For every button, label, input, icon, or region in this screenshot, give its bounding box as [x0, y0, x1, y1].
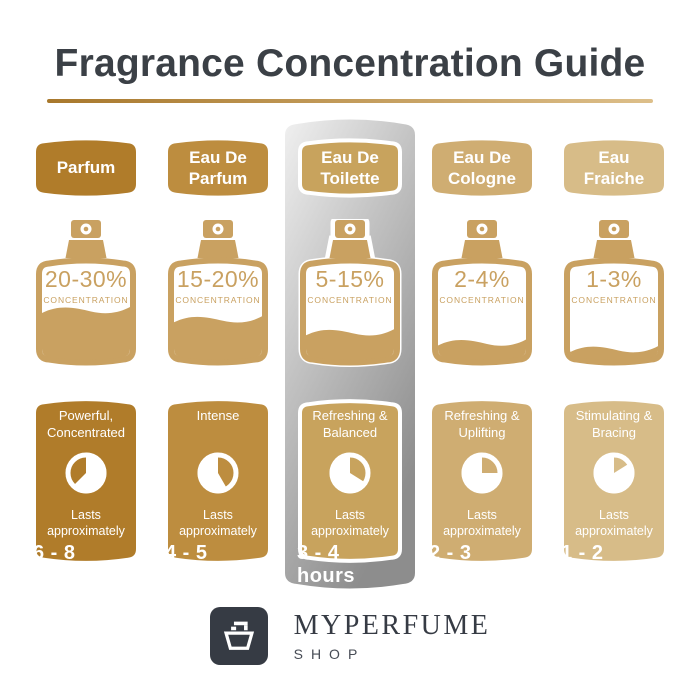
- concentration-value: 2-4%: [454, 266, 510, 292]
- lasts-label: Lasts approximately: [179, 508, 257, 539]
- lasts-label: Lasts approximately: [443, 508, 521, 539]
- lasts-label: Lasts approximately: [311, 508, 389, 539]
- duration-clock-icon: [461, 452, 503, 494]
- fragrance-name: Parfum: [56, 158, 116, 178]
- duration-value: 4 - 5 hours: [165, 541, 224, 587]
- card-content: Intense Lasts approximately 4 - 5 hours: [165, 395, 271, 588]
- name-banner: Eau Fraiche: [561, 136, 667, 200]
- card-content: Refreshing & Uplifting Lasts approximate…: [429, 395, 535, 588]
- banner-shape: [298, 138, 402, 198]
- card-content: Refreshing & Balanced Lasts approximatel…: [297, 395, 403, 588]
- perfume-bottle-icon: [168, 220, 268, 366]
- concentration-value: 15-20%: [176, 266, 260, 292]
- concentration-label: CONCENTRATION: [571, 295, 657, 305]
- name-banner: Eau De Parfum: [165, 136, 271, 200]
- fragrance-name: Eau De Cologne: [448, 148, 516, 188]
- character-label: Stimulating & Bracing: [575, 408, 653, 440]
- fragrance-name: Eau De Parfum: [188, 148, 248, 188]
- perfume-bottle-icon: [36, 220, 136, 366]
- perfume-bottle: 2-4% CONCENTRATION: [430, 219, 534, 369]
- duration-value: 3 - 4 hours: [297, 541, 356, 587]
- duration-value: 1 - 2 hours: [561, 541, 620, 587]
- duration-value: 6 - 8 hours: [33, 541, 92, 587]
- character-label: Refreshing & Balanced: [312, 408, 388, 440]
- perfume-bottle: 1-3% CONCENTRATION: [562, 219, 666, 369]
- duration-clock-icon: [65, 452, 107, 494]
- brand-footer: MYPERFUME SHOP: [0, 607, 700, 665]
- brand-text: MYPERFUME SHOP: [294, 610, 491, 662]
- concentration-label: CONCENTRATION: [175, 295, 261, 305]
- fragrance-name: Eau Fraiche: [583, 148, 645, 188]
- fragrance-column-eau-de-toilette: Eau De Toilette 5-15% CONCENTRATION Refr…: [285, 119, 415, 589]
- perfume-bottle: 5-15% CONCENTRATION: [298, 215, 402, 369]
- banner-shape: [432, 140, 532, 196]
- header: Fragrance Concentration Guide: [0, 0, 700, 103]
- duration-clock-icon: [593, 452, 635, 494]
- concentration-label: CONCENTRATION: [439, 295, 525, 305]
- fragrance-column-eau-de-parfum: Eau De Parfum 15-20% CONCENTRATION Inten…: [165, 136, 271, 587]
- perfume-bottle-logo-icon: [223, 621, 254, 650]
- duration-card: Intense Lasts approximately 4 - 5 hours: [165, 395, 271, 587]
- banner-shape: [168, 140, 268, 196]
- duration-card: Powerful, Concentrated Lasts approximate…: [33, 395, 139, 587]
- name-banner: Parfum: [33, 136, 139, 200]
- perfume-bottle-icon: [432, 220, 532, 366]
- lasts-label: Lasts approximately: [575, 508, 653, 539]
- duration-card: Refreshing & Balanced Lasts approximatel…: [297, 395, 403, 587]
- name-banner: Eau De Toilette: [297, 136, 403, 200]
- fragrance-name: Eau De Toilette: [320, 148, 380, 188]
- concentration-value: 1-3%: [586, 266, 642, 292]
- character-label: Refreshing & Uplifting: [444, 408, 520, 440]
- concentration-value: 20-30%: [44, 266, 128, 292]
- duration-card: Refreshing & Uplifting Lasts approximate…: [429, 395, 535, 587]
- perfume-bottle-icon: [298, 215, 402, 367]
- banner-shape: [564, 140, 664, 196]
- concentration-value: 5-15%: [315, 266, 385, 292]
- lasts-label: Lasts approximately: [47, 508, 125, 539]
- character-label: Intense: [196, 408, 240, 423]
- duration-clock-icon: [197, 452, 239, 494]
- fragrance-column-parfum: Parfum 20-30% CONCENTRATION Powerful, Co…: [33, 136, 139, 587]
- brand-logo: [209, 607, 268, 665]
- duration-value: 2 - 3 hours: [429, 541, 488, 587]
- perfume-bottle-icon: [564, 220, 664, 366]
- name-banner: Eau De Cologne: [429, 136, 535, 200]
- fragrance-column-eau-fraiche: Eau Fraiche 1-3% CONCENTRATION Stimulati…: [561, 136, 667, 587]
- brand-subtitle: SHOP: [293, 646, 366, 662]
- page-title: Fragrance Concentration Guide: [54, 42, 646, 85]
- banner-shape: [36, 140, 136, 196]
- perfume-bottle: 15-20% CONCENTRATION: [166, 219, 270, 369]
- brand-name: MYPERFUME: [293, 610, 491, 641]
- concentration-label: CONCENTRATION: [43, 295, 129, 305]
- duration-clock-icon: [329, 452, 371, 494]
- card-content: Powerful, Concentrated Lasts approximate…: [33, 395, 139, 588]
- fragrance-columns: Parfum 20-30% CONCENTRATION Powerful, Co…: [0, 119, 700, 589]
- perfume-bottle: 20-30% CONCENTRATION: [34, 219, 138, 369]
- fragrance-column-eau-de-cologne: Eau De Cologne 2-4% CONCENTRATION Refres…: [429, 136, 535, 587]
- card-content: Stimulating & Bracing Lasts approximatel…: [561, 395, 667, 588]
- concentration-label: CONCENTRATION: [307, 295, 393, 305]
- duration-card: Stimulating & Bracing Lasts approximatel…: [561, 395, 667, 587]
- character-label: Powerful, Concentrated: [46, 408, 126, 440]
- title-underline: [47, 99, 653, 103]
